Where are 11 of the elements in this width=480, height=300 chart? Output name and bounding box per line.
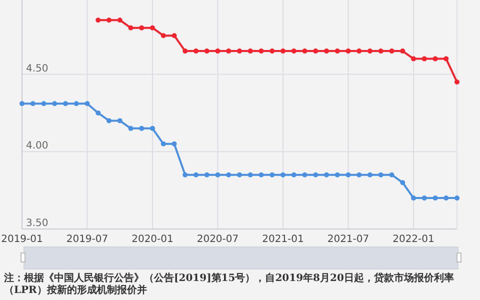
- x-tick-label: 2021-07: [327, 234, 370, 245]
- y-tick-label: 4.50: [26, 63, 48, 74]
- text: 注：根据《中国人民银行公告》（公告[2019]第15号），自2019年8月20日起，贷款市场报价利率（LPR）按新的形成机制报价并: [4, 273, 455, 297]
- x-tick-label: 2022-01: [392, 234, 434, 245]
- y-tick-label: 4.00: [26, 140, 48, 152]
- x-tick-label: 2020-01: [132, 234, 174, 245]
- y-tick-label: 3.50: [26, 218, 48, 229]
- x-tick-label: 2020-07: [196, 234, 239, 245]
- x-tick-label: 2021-01: [262, 234, 304, 245]
- x-tick-label: 2019-01: [1, 234, 43, 245]
- x-tick-label: 2019-07: [66, 234, 108, 245]
